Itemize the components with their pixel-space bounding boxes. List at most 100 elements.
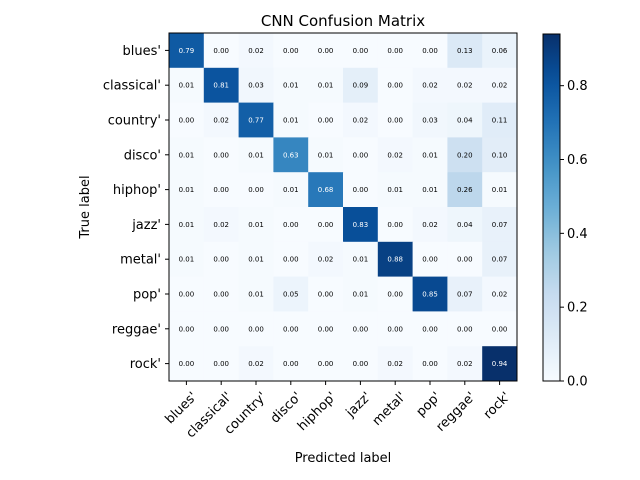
heatmap-cell-value: 0.00 — [213, 256, 229, 264]
heatmap-cell-value: 0.01 — [248, 256, 264, 264]
colorbar-tick-label: 0.2 — [567, 301, 588, 316]
heatmap-cell-value: 0.00 — [318, 291, 334, 299]
heatmap-cell-value: 0.00 — [179, 291, 195, 299]
heatmap-cell-value: 0.00 — [387, 325, 403, 333]
heatmap-cell — [203, 346, 240, 382]
heatmap-cell — [482, 67, 518, 104]
heatmap-cell — [343, 172, 379, 208]
heatmap-cell-value: 0.07 — [492, 256, 508, 264]
heatmap-cell — [377, 33, 414, 69]
heatmap-cell-value: 0.01 — [248, 221, 264, 229]
heatmap-cell — [343, 137, 379, 173]
heatmap-cell-value: 0.02 — [248, 47, 264, 55]
heatmap-cell-value: 0.00 — [353, 151, 369, 159]
heatmap-cell — [343, 67, 379, 104]
heatmap-cell — [169, 276, 205, 312]
heatmap-cell-value: 0.01 — [318, 151, 334, 159]
colorbar-ticks: 0.0 0.2 0.4 0.6 0.8 — [560, 79, 588, 390]
heatmap-cell — [273, 33, 309, 69]
heatmap-cell-value: 0.00 — [318, 47, 334, 55]
heatmap-cell — [447, 241, 483, 278]
heatmap-cell-value: 0.02 — [248, 360, 264, 368]
plot-frame — [168, 32, 518, 382]
heatmap-cell-value: 0.00 — [422, 47, 438, 55]
heatmap-cell — [273, 67, 309, 104]
heatmap-cell — [412, 207, 448, 243]
heatmap-cell — [273, 346, 309, 382]
heatmap-cell — [447, 137, 483, 173]
heatmap-cell-value: 0.00 — [283, 221, 299, 229]
heatmap-cell — [308, 241, 344, 278]
heatmap-cell-value: 0.06 — [492, 47, 508, 55]
heatmap-cell — [482, 311, 518, 347]
heatmap-cell — [447, 346, 483, 382]
heatmap-cell-value: 0.00 — [353, 186, 369, 194]
heatmap-cell-value: 0.00 — [179, 360, 195, 368]
heatmap-cell-value: 0.07 — [492, 221, 508, 229]
heatmap-cell-value: 0.00 — [457, 325, 473, 333]
heatmap-cell-value: 0.01 — [422, 186, 438, 194]
heatmap-cell — [412, 102, 448, 138]
heatmap-cell-value: 0.01 — [283, 117, 299, 125]
heatmap-cell — [377, 102, 414, 138]
heatmap-cell-value: 0.01 — [248, 291, 264, 299]
heatmap-cell — [169, 137, 205, 173]
heatmap-cell-value: 0.26 — [457, 186, 473, 194]
heatmap-cell-value: 0.01 — [179, 186, 195, 194]
heatmap-cell-value: 0.00 — [248, 325, 264, 333]
heatmap-cell-value: 0.00 — [387, 117, 403, 125]
heatmap-cell-value: 0.02 — [213, 221, 229, 229]
heatmap-cell-value: 0.00 — [179, 325, 195, 333]
heatmap-cell-value: 0.00 — [387, 221, 403, 229]
heatmap-cell — [273, 172, 309, 208]
heatmap-cell-value: 0.02 — [457, 360, 473, 368]
y-tick-label: metal' — [120, 253, 161, 268]
y-tick-label: pop' — [133, 288, 161, 303]
heatmap-cell — [343, 276, 379, 312]
heatmap-cell — [238, 346, 274, 382]
heatmap-cell-value: 0.11 — [492, 117, 508, 125]
heatmap-cell-value: 0.00 — [353, 360, 369, 368]
heatmap-cell — [169, 33, 205, 69]
heatmap-cell-value: 0.83 — [353, 221, 369, 229]
y-tick-label: blues' — [123, 44, 161, 59]
colorbar-tick-label: 0.6 — [567, 153, 588, 168]
heatmap-cell-value: 0.01 — [179, 221, 195, 229]
heatmap-cell — [273, 137, 309, 173]
heatmap-cell — [343, 102, 379, 138]
heatmap-cell — [482, 207, 518, 243]
heatmap-cell-value: 0.02 — [492, 82, 508, 90]
heatmap-cell — [203, 276, 240, 312]
heatmap-cell — [412, 241, 448, 278]
heatmap-cell — [308, 207, 344, 243]
heatmap-cell-value: 0.00 — [318, 360, 334, 368]
y-tick-label: hiphop' — [113, 183, 161, 198]
heatmap-cell-value: 0.00 — [422, 256, 438, 264]
heatmap-cell-value: 0.77 — [248, 117, 264, 125]
heatmap-cell-value: 0.02 — [353, 117, 369, 125]
heatmap-cell — [203, 241, 240, 278]
heatmap-cell — [343, 311, 379, 347]
heatmap-cell — [203, 102, 240, 138]
heatmap-cell — [203, 311, 240, 347]
chart-title: CNN Confusion Matrix — [261, 12, 425, 30]
heatmap-cell-value: 0.00 — [457, 256, 473, 264]
heatmap-cell-value: 0.00 — [492, 325, 508, 333]
heatmap-cell-value: 0.01 — [179, 82, 195, 90]
heatmap-cell-value: 0.01 — [179, 256, 195, 264]
heatmap-cell-value: 0.00 — [387, 82, 403, 90]
heatmap-cell-value: 0.00 — [387, 47, 403, 55]
heatmap-cell — [169, 346, 205, 382]
heatmap-cell — [169, 172, 205, 208]
y-tick-label: jazz' — [131, 218, 161, 233]
heatmap-cell-value: 0.05 — [283, 291, 299, 299]
heatmap-cell — [412, 346, 448, 382]
heatmap-cell — [308, 67, 344, 104]
heatmap-cell — [377, 172, 414, 208]
heatmap-cell-value: 0.79 — [179, 47, 195, 55]
heatmap-cell — [169, 207, 205, 243]
heatmap-cell — [343, 241, 379, 278]
heatmap-cell — [273, 311, 309, 347]
heatmap-cell — [447, 311, 483, 347]
